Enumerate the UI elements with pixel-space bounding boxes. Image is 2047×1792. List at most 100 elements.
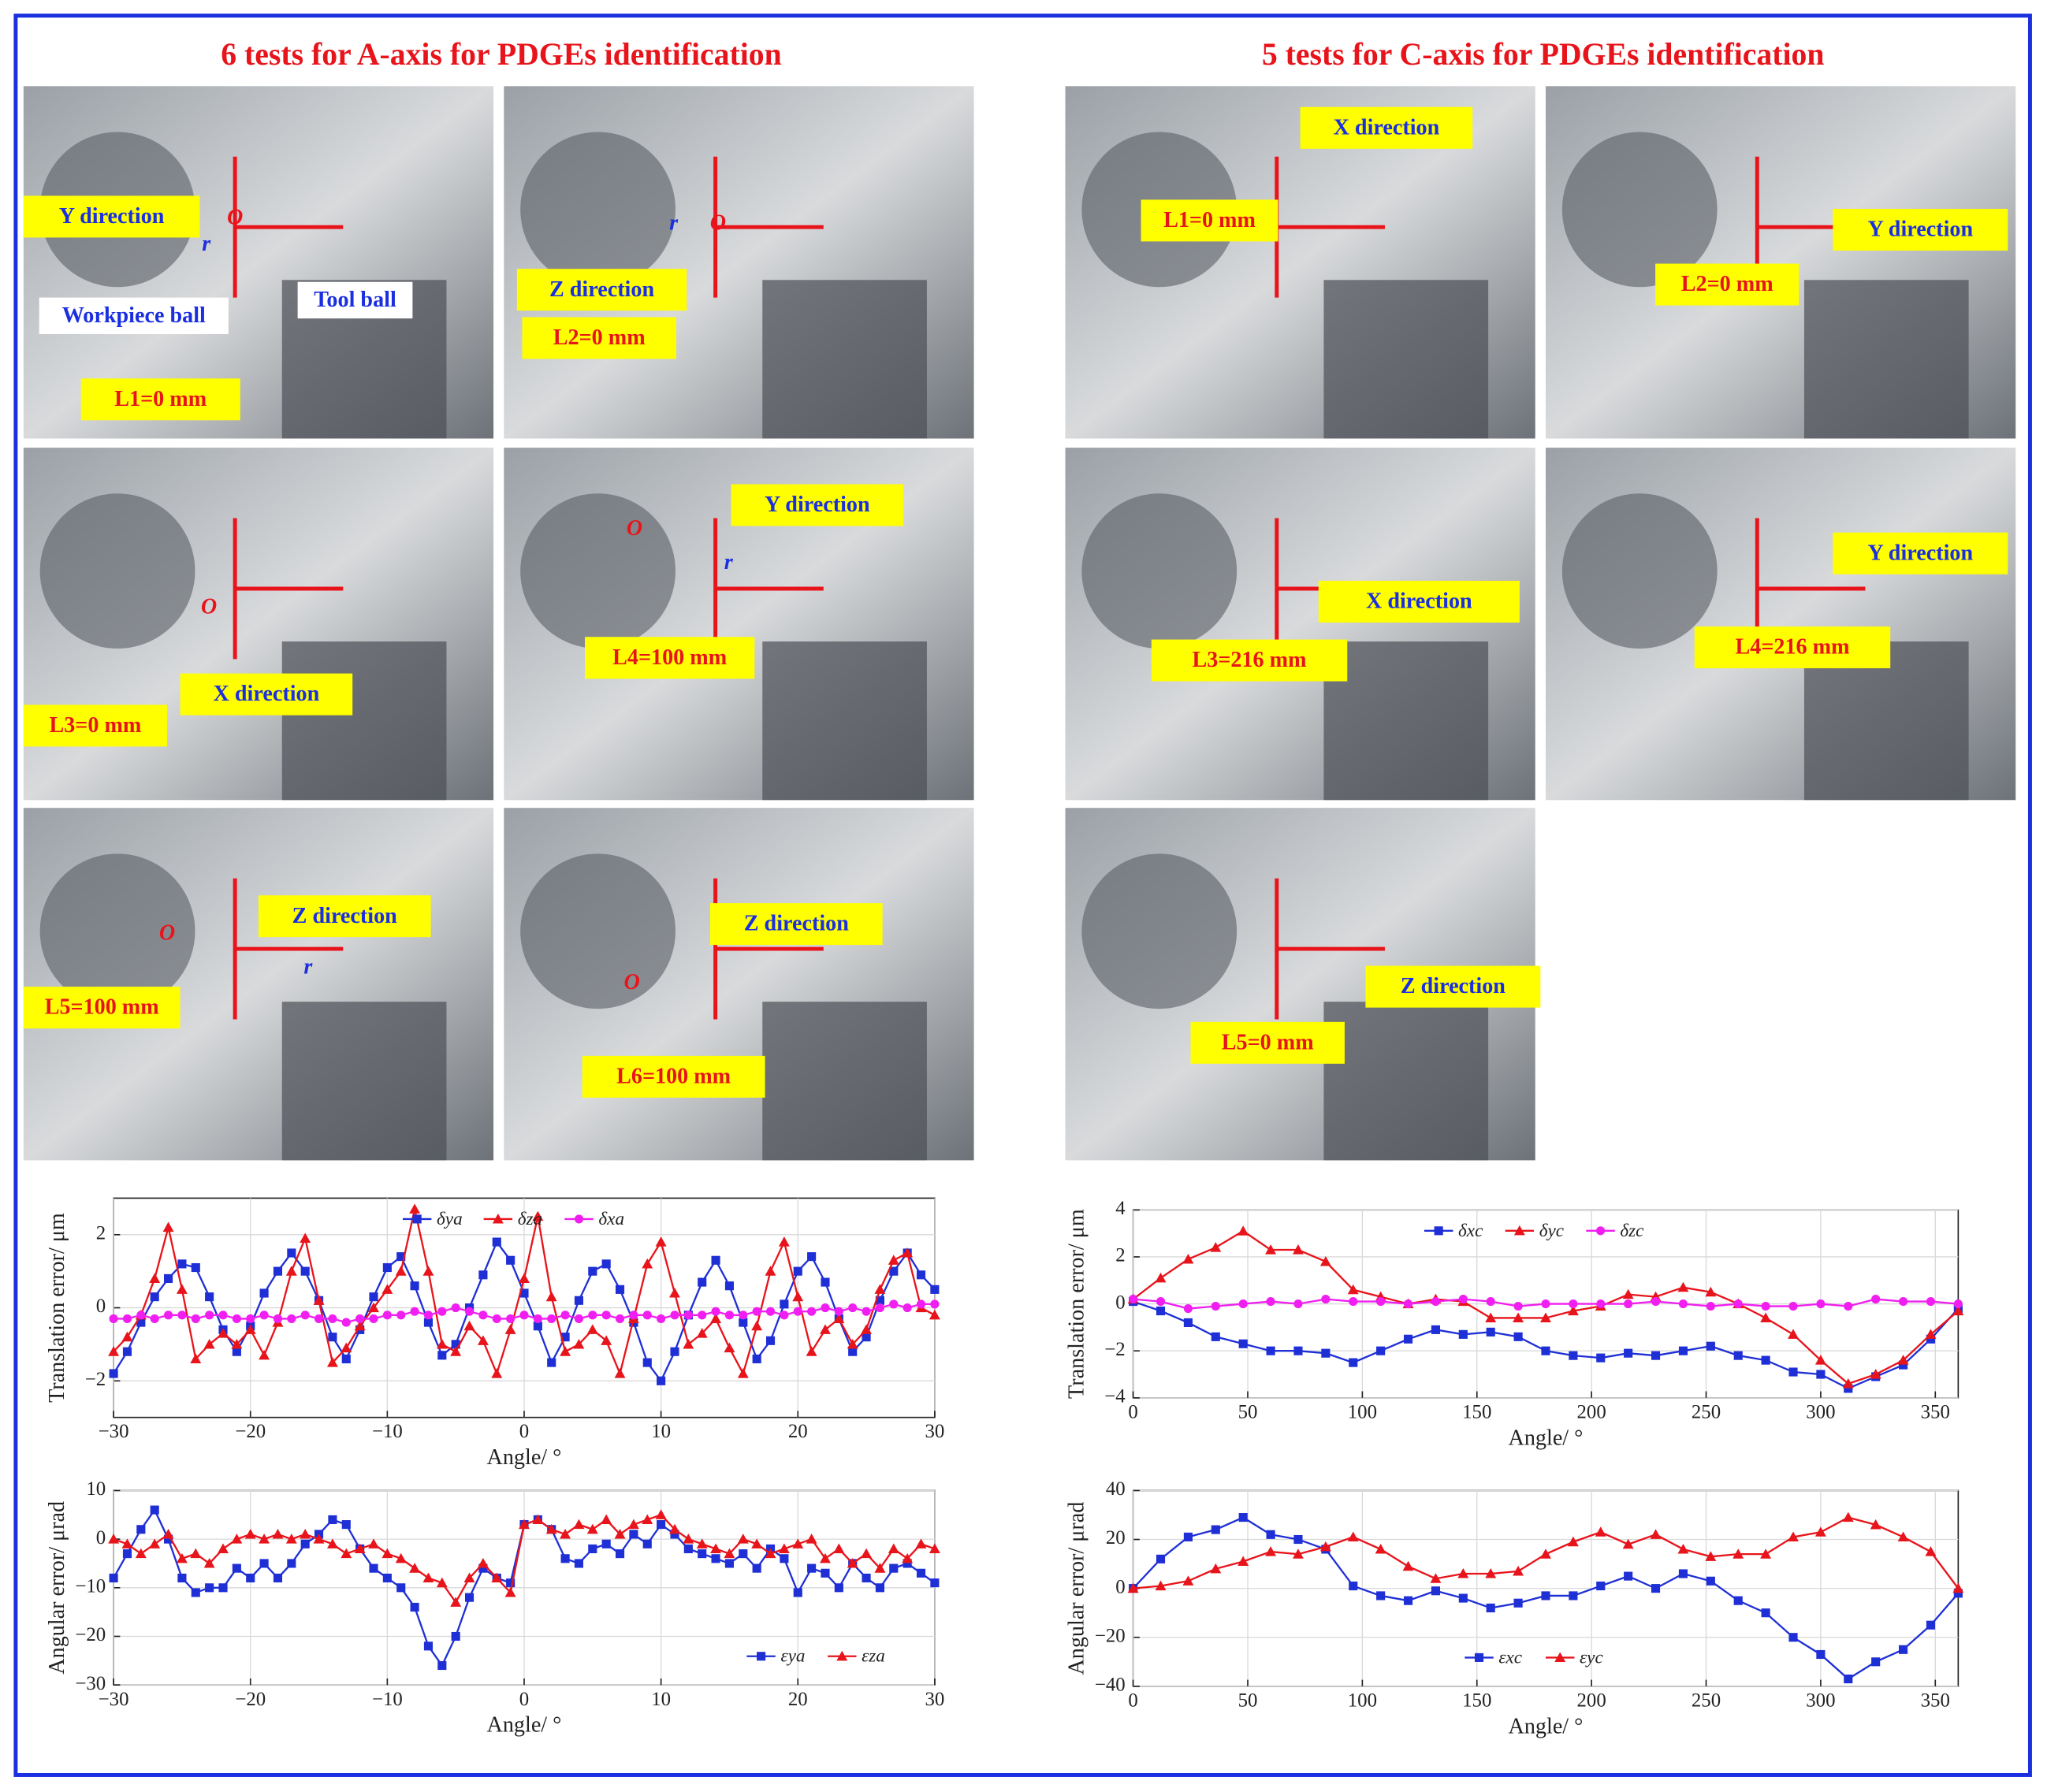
marker [504, 1324, 516, 1334]
marker [739, 1549, 748, 1559]
legend-marker [1513, 1225, 1525, 1236]
marker [1485, 1568, 1497, 1578]
marker [778, 1543, 790, 1554]
marker [437, 1351, 447, 1360]
marker [122, 1549, 132, 1559]
marker [136, 1318, 146, 1327]
x-tick-label: 20 [788, 1421, 808, 1442]
marker [422, 1266, 434, 1276]
marker [369, 1292, 378, 1302]
marker [889, 1299, 899, 1309]
marker [614, 1528, 626, 1539]
marker [218, 1311, 228, 1320]
x-tick-label: 350 [1921, 1690, 1950, 1711]
marker [246, 1314, 255, 1324]
marker [150, 1314, 159, 1324]
marker [929, 1543, 940, 1554]
photo-detail [1081, 493, 1238, 649]
marker [739, 1311, 748, 1320]
marker [929, 1309, 940, 1320]
marker [1761, 1355, 1770, 1365]
photo-symbol: O [227, 206, 243, 230]
marker [751, 1320, 763, 1331]
marker [834, 1307, 843, 1316]
marker [108, 1346, 120, 1356]
marker [560, 1311, 570, 1320]
legend-label: δyc [1539, 1221, 1565, 1241]
marker [751, 1538, 763, 1548]
marker [519, 1273, 530, 1284]
y-tick-label: −2 [1104, 1339, 1125, 1360]
x-tick-label: −10 [372, 1421, 403, 1442]
photo-label: L2=0 mm [1681, 272, 1773, 296]
marker [696, 1328, 708, 1338]
photo-symbol: O [623, 970, 639, 995]
photo-detail [1803, 280, 1969, 439]
y-axis-label: Angular error/ μrad [1065, 1502, 1089, 1675]
marker [807, 1563, 817, 1573]
y-tick-label: 2 [96, 1222, 106, 1244]
marker [1899, 1360, 1908, 1370]
y-tick-label: 20 [1106, 1527, 1126, 1548]
marker [506, 1255, 515, 1265]
marker [163, 1534, 173, 1544]
marker [1677, 1543, 1689, 1554]
marker [1678, 1569, 1688, 1578]
marker [1403, 1334, 1413, 1344]
marker [547, 1358, 556, 1367]
marker [657, 1376, 666, 1385]
label-box [39, 297, 229, 334]
marker [1155, 1580, 1167, 1591]
y-tick-label: 0 [96, 1296, 106, 1317]
label-box [23, 705, 168, 747]
label-box [516, 269, 687, 311]
marker [657, 1314, 666, 1324]
marker [1211, 1332, 1220, 1341]
y-tick-label: 0 [1115, 1576, 1125, 1597]
marker [491, 1572, 503, 1583]
marker [1650, 1529, 1662, 1539]
marker [1844, 1301, 1853, 1311]
marker [821, 1303, 830, 1313]
marker [1458, 1295, 1468, 1304]
marker [273, 1314, 283, 1324]
marker [655, 1236, 667, 1247]
x-tick-label: 0 [1128, 1690, 1137, 1711]
marker [862, 1573, 871, 1583]
marker [409, 1203, 421, 1214]
marker [601, 1514, 612, 1524]
marker [506, 1578, 515, 1588]
x-axis-label: Angle/ ° [487, 1713, 562, 1738]
marker [478, 1311, 488, 1320]
x-tick-label: −20 [235, 1689, 266, 1710]
x-tick-label: 50 [1238, 1690, 1258, 1711]
y-axis-label: Translation error/ μm [45, 1213, 69, 1403]
marker [778, 1236, 790, 1247]
y-tick-label: −4 [1104, 1386, 1126, 1407]
marker [669, 1523, 680, 1534]
photo-symbol: r [724, 550, 734, 574]
marker [724, 1559, 734, 1568]
marker [1127, 1582, 1139, 1593]
legend-marker [574, 1214, 584, 1224]
marker [369, 1314, 378, 1324]
marker [1651, 1584, 1661, 1593]
marker [287, 1559, 296, 1568]
label-box [1318, 581, 1520, 623]
marker [218, 1328, 229, 1338]
marker [1705, 1551, 1717, 1561]
marker [615, 1285, 625, 1294]
marker [191, 1314, 200, 1324]
marker [382, 1262, 392, 1273]
marker [1540, 1312, 1551, 1323]
legend-label: εyc [1580, 1647, 1603, 1667]
marker [847, 1338, 858, 1349]
legend-label: εxc [1498, 1647, 1522, 1667]
photo-label: L5=100 mm [45, 995, 159, 1020]
marker [792, 1538, 804, 1548]
photo-symbol: r [303, 954, 313, 979]
marker [711, 1255, 720, 1265]
marker [806, 1534, 817, 1544]
x-tick-label: 100 [1348, 1401, 1377, 1422]
